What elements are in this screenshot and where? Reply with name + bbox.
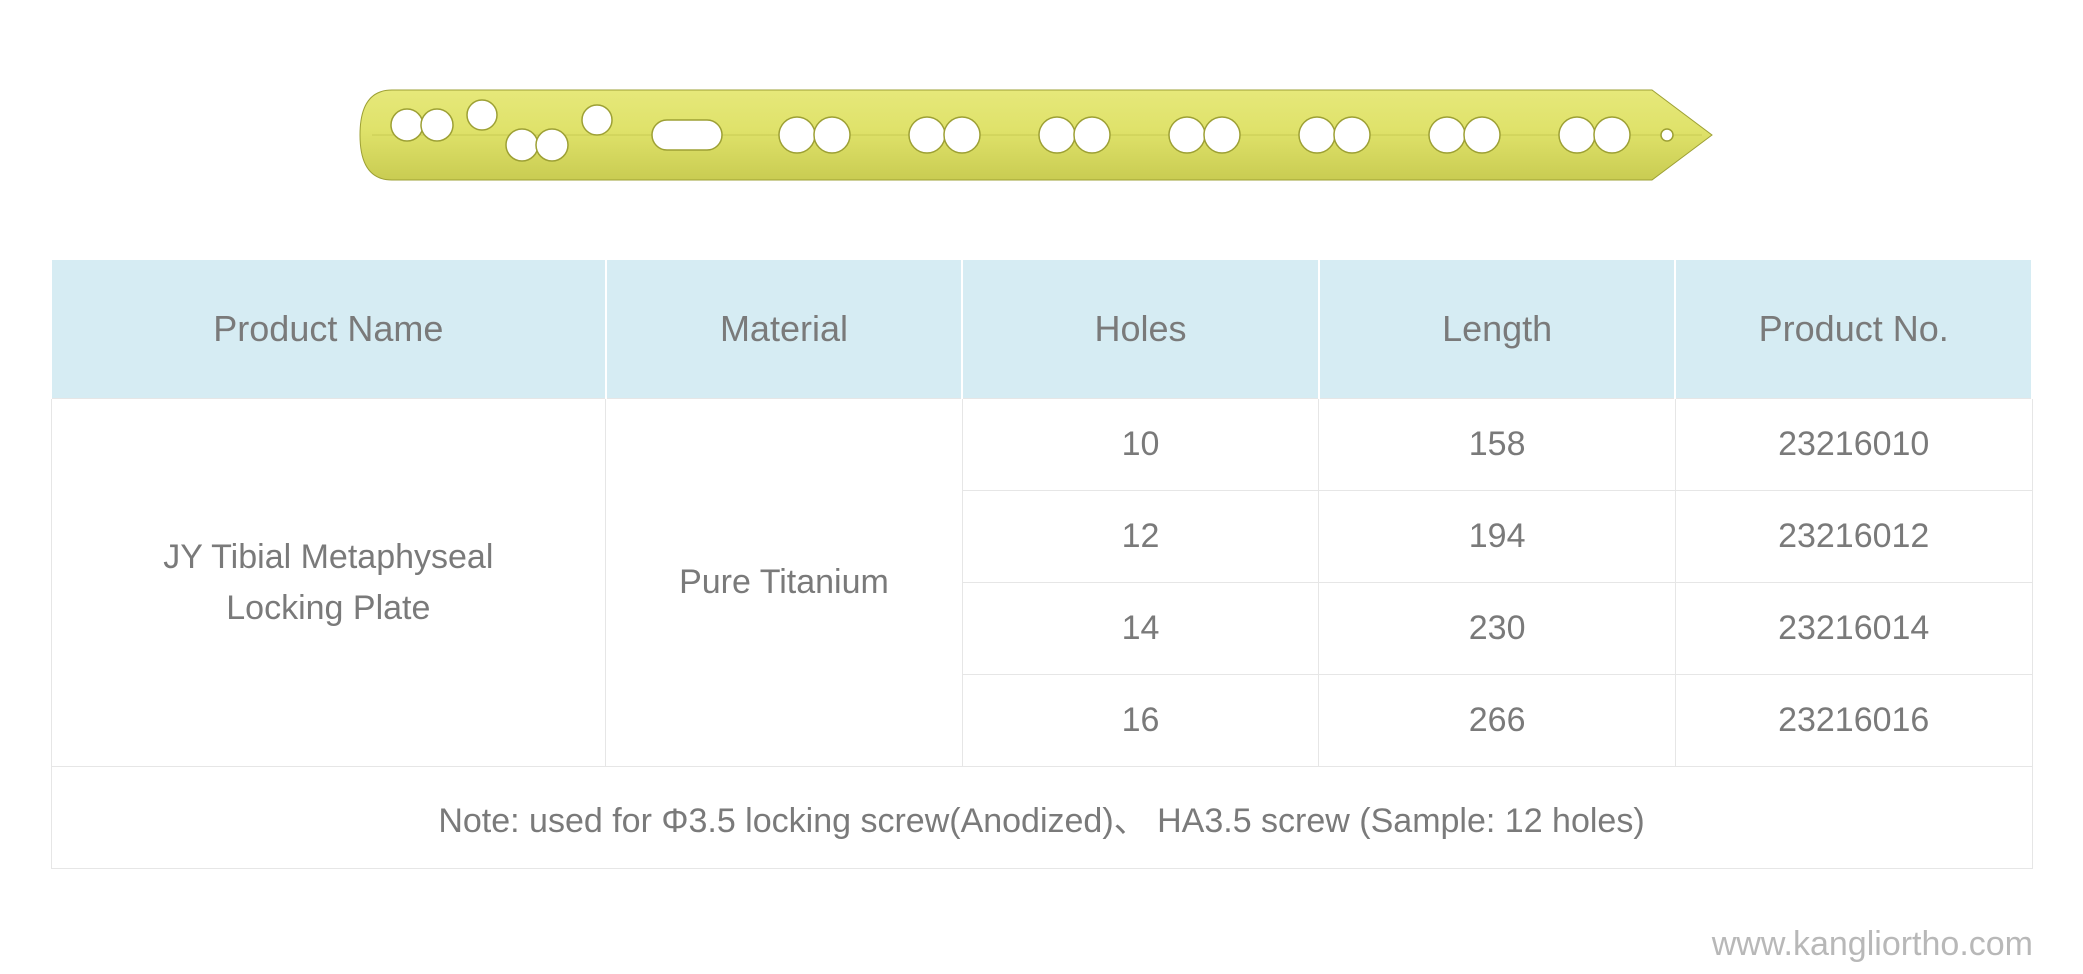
product-illustration (352, 80, 1732, 190)
cell-product-no: 23216014 (1675, 583, 2032, 675)
col-material: Material (606, 260, 963, 399)
cell-length: 266 (1319, 675, 1676, 767)
cell-length: 158 (1319, 399, 1676, 491)
cell-product-name: JY Tibial MetaphysealLocking Plate (51, 399, 606, 767)
note-text: Note: used for Φ3.5 locking screw(Anodiz… (51, 767, 2032, 869)
col-product-no: Product No. (1675, 260, 2032, 399)
cell-holes: 10 (962, 399, 1319, 491)
watermark: www.kangliortho.com (1712, 925, 2033, 964)
col-holes: Holes (962, 260, 1319, 399)
cell-material: Pure Titanium (606, 399, 963, 767)
cell-product-no: 23216010 (1675, 399, 2032, 491)
cell-length: 194 (1319, 491, 1676, 583)
cell-product-no: 23216012 (1675, 491, 2032, 583)
cell-holes: 14 (962, 583, 1319, 675)
table-row: JY Tibial MetaphysealLocking Plate Pure … (51, 399, 2032, 491)
cell-holes: 16 (962, 675, 1319, 767)
cell-product-no: 23216016 (1675, 675, 2032, 767)
cell-length: 230 (1319, 583, 1676, 675)
col-product-name: Product Name (51, 260, 606, 399)
cell-holes: 12 (962, 491, 1319, 583)
table-note-row: Note: used for Φ3.5 locking screw(Anodiz… (51, 767, 2032, 869)
table-header-row: Product Name Material Holes Length Produ… (51, 260, 2032, 399)
col-length: Length (1319, 260, 1676, 399)
spec-table: Product Name Material Holes Length Produ… (50, 260, 2033, 869)
